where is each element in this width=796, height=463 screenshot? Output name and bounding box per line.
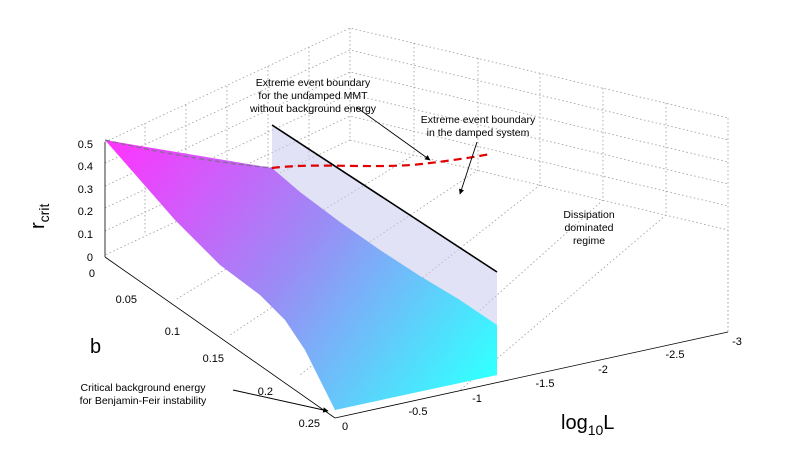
- logL-tick-label: -2: [598, 364, 608, 376]
- b-axis-label: b: [90, 336, 101, 358]
- b-tick-label: 0.2: [258, 386, 273, 398]
- annotation-line: for the undamped MMT: [258, 90, 368, 102]
- annotation-line: Critical background energy: [81, 382, 207, 394]
- annotation-line: regime: [573, 235, 605, 247]
- b-tick-label: 0.05: [116, 294, 137, 306]
- annotation-line: Extreme event boundary: [421, 114, 536, 126]
- b-tick-label: 0: [89, 268, 95, 280]
- b-tick-label: 0.15: [203, 353, 224, 365]
- surface-edge-b0: [104, 139, 273, 169]
- annotation-dissipation: Dissipation dominated regime: [563, 209, 615, 247]
- logL-axis-label: log10L: [561, 412, 614, 438]
- annotation-line: without background energy: [249, 103, 377, 115]
- z-tick-label: 0.1: [78, 229, 93, 241]
- annotation-line: Extreme event boundary: [256, 77, 371, 89]
- annotation-line: for Benjamin-Feir instability: [80, 395, 207, 407]
- annotation-line: dominated: [564, 222, 613, 234]
- b-tick-label: 0.1: [165, 326, 180, 338]
- annotation-arrow: [458, 141, 478, 195]
- z-tick-label: 0.2: [78, 206, 93, 218]
- logL-tick-label: -1: [472, 393, 482, 405]
- logL-tick-label: -1.5: [536, 378, 555, 390]
- surface: [104, 139, 497, 410]
- logL-tick-label: -3: [732, 336, 742, 348]
- z-axis-label: rcrit: [27, 204, 52, 229]
- annotation-arrow: [232, 389, 329, 413]
- b-tick-label: 0.25: [299, 418, 320, 430]
- annotation-undamped: Extreme event boundary for the undamped …: [249, 77, 377, 115]
- grid-line: [349, 28, 729, 332]
- annotation-benjamin-feir: Critical background energy for Benjamin-…: [80, 382, 207, 407]
- z-tick-label: 0: [87, 252, 93, 264]
- z-ticks: 0 0.1 0.2 0.3 0.4 0.5: [78, 139, 93, 264]
- logL-tick-label: 0: [342, 421, 348, 433]
- z-tick-label: 0.3: [78, 184, 93, 196]
- damped-boundary-line: [271, 152, 491, 170]
- surface-face: [105, 140, 497, 410]
- annotation-line: in the damped system: [427, 127, 530, 139]
- b-ticks: 0 0.05 0.1 0.15 0.2 0.25: [89, 268, 320, 430]
- logL-tick-label: -0.5: [409, 406, 428, 418]
- annotation-damped: Extreme event boundary in the damped sys…: [421, 114, 536, 139]
- annotation-arrow: [355, 106, 431, 161]
- z-tick-label: 0.4: [78, 161, 93, 173]
- annotation-line: Dissipation: [563, 209, 615, 221]
- undamped-boundary-line: [271, 124, 498, 273]
- logL-tick-label: -2.5: [666, 349, 685, 361]
- z-tick-label: 0.5: [78, 139, 93, 151]
- axes: [104, 142, 729, 419]
- logL-ticks: 0 -0.5 -1 -1.5 -2 -2.5 -3: [342, 336, 742, 433]
